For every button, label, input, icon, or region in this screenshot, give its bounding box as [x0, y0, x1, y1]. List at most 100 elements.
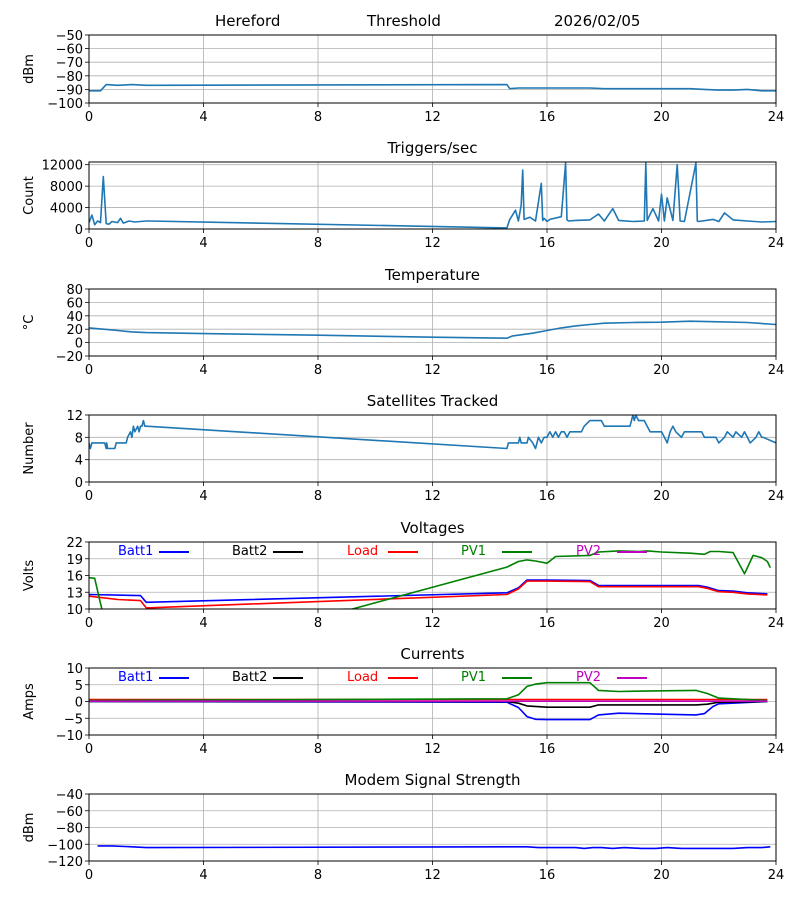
y-tick-label: 22	[66, 536, 83, 551]
y-tick-label: 0	[75, 476, 83, 491]
y-tick-label: 8	[75, 431, 83, 446]
chart-title: Temperature	[384, 266, 480, 284]
x-tick-label: 24	[768, 110, 785, 125]
x-tick-label: 12	[424, 616, 441, 631]
y-tick-label: 16	[66, 570, 83, 585]
x-tick-label: 12	[424, 363, 441, 378]
x-tick-label: 8	[314, 236, 322, 251]
y-tick-label: 4	[75, 454, 83, 469]
y-axis-label: dBm	[22, 813, 37, 843]
legend-label-batt2: Batt2	[232, 670, 267, 685]
legend-label-load: Load	[347, 670, 378, 685]
chart-currents: Batt1 Batt2 Load PV1 PV2 0 4 8 12 16 20 24 −10 −50 5 10…	[22, 645, 784, 757]
x-tick-label: 24	[768, 868, 785, 883]
legend-label-pv1: PV1	[461, 670, 486, 685]
report-date: 2026/02/05	[554, 12, 641, 30]
chart-title: Satellites Tracked	[367, 392, 498, 410]
y-axis-label: dBm	[22, 54, 37, 84]
y-tick-label: 12	[66, 409, 83, 424]
series-line-batt1	[89, 700, 768, 721]
station-name: Hereford	[215, 12, 281, 30]
x-tick-label: 4	[199, 110, 207, 125]
x-tick-label: 20	[653, 868, 670, 883]
x-tick-label: 0	[85, 110, 93, 125]
x-tick-label: 4	[199, 868, 207, 883]
y-tick-label: −10	[56, 729, 83, 744]
x-tick-label: 24	[768, 616, 785, 631]
y-axis-label: Count	[22, 176, 37, 215]
x-tick-label: 4	[199, 742, 207, 757]
x-tick-label: 0	[85, 236, 93, 251]
y-tick-label: 13	[66, 586, 83, 601]
x-tick-label: 24	[768, 363, 785, 378]
x-tick-label: 16	[539, 742, 556, 757]
x-tick-label: 16	[539, 363, 556, 378]
series-line-batt1	[89, 579, 768, 604]
x-tick-label: 12	[424, 742, 441, 757]
series-line-batt2	[89, 700, 768, 709]
chart-signal: 0 4 8 12 16 20 24 −100−90−80−70−60−50 dBm	[22, 29, 784, 125]
y-tick-label: 0	[75, 337, 83, 352]
legend-label-pv2: PV2	[576, 670, 601, 685]
y-tick-label: −60	[56, 43, 83, 58]
y-tick-label: 10	[66, 603, 83, 618]
chart-modem: 0 4 8 12 16 20 24 −120 −100−80 −60 −40 Modem Signal…	[22, 771, 784, 883]
x-tick-label: 20	[653, 110, 670, 125]
x-tick-label: 0	[85, 868, 93, 883]
x-tick-label: 0	[85, 489, 93, 504]
x-tick-label: 8	[314, 868, 322, 883]
series-line-triggers	[89, 162, 776, 229]
y-axis-label: °C	[22, 315, 37, 331]
x-tick-label: 12	[424, 236, 441, 251]
y-tick-label: −60	[56, 805, 83, 820]
y-tick-label: −20	[56, 350, 83, 365]
y-tick-label: 12000	[42, 159, 83, 174]
chart-title: Triggers/sec	[387, 139, 478, 157]
legend-label-batt2: Batt2	[232, 544, 267, 559]
y-tick-label: 20	[66, 323, 83, 338]
chart-triggers: 0 4 8 12 16 20 24 0 4000 8000 12000 Triggers/sec Cou…	[22, 139, 784, 251]
y-tick-label: 8000	[50, 180, 83, 195]
x-tick-label: 12	[424, 868, 441, 883]
y-tick-label: −40	[56, 788, 83, 803]
legend-label-load: Load	[347, 544, 378, 559]
x-tick-label: 24	[768, 236, 785, 251]
x-tick-label: 16	[539, 616, 556, 631]
x-tick-label: 4	[199, 489, 207, 504]
y-tick-label: −80	[56, 822, 83, 837]
trigger-mode: Threshold	[367, 12, 441, 30]
x-tick-label: 8	[314, 489, 322, 504]
x-tick-label: 4	[199, 616, 207, 631]
x-tick-label: 20	[653, 363, 670, 378]
x-tick-label: 24	[768, 742, 785, 757]
x-tick-label: 8	[314, 363, 322, 378]
y-tick-label: 5	[75, 679, 83, 694]
series-line-satellites	[89, 415, 776, 450]
x-tick-label: 8	[314, 742, 322, 757]
x-tick-label: 0	[85, 616, 93, 631]
y-tick-label: −5	[64, 712, 83, 727]
legend-label-batt1: Batt1	[118, 544, 153, 559]
chart-title: Voltages	[400, 519, 464, 537]
series-line-temperature	[89, 320, 776, 340]
y-tick-label: −100	[47, 838, 83, 853]
chart-title: Modem Signal Strength	[345, 771, 521, 789]
x-tick-label: 12	[424, 110, 441, 125]
x-tick-label: 20	[653, 742, 670, 757]
x-tick-label: 20	[653, 236, 670, 251]
chart-title: Currents	[400, 645, 464, 663]
x-tick-label: 20	[653, 616, 670, 631]
x-tick-label: 16	[539, 110, 556, 125]
x-tick-label: 4	[199, 363, 207, 378]
x-tick-label: 16	[539, 489, 556, 504]
series-line-modem	[97, 845, 771, 850]
x-tick-label: 0	[85, 742, 93, 757]
y-tick-label: −70	[56, 56, 83, 71]
y-tick-label: 80	[66, 283, 83, 298]
y-tick-label: 4000	[50, 202, 83, 217]
y-tick-label: 40	[66, 310, 83, 325]
x-tick-label: 4	[199, 236, 207, 251]
